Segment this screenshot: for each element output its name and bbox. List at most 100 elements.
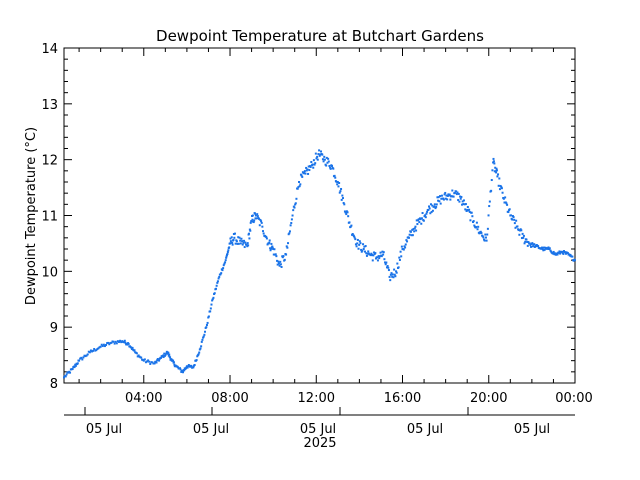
data-point (303, 172, 306, 175)
data-point (378, 255, 381, 258)
data-point (496, 175, 499, 178)
data-point (502, 197, 505, 200)
data-point (143, 358, 146, 361)
data-point (517, 229, 520, 232)
data-point (571, 255, 574, 258)
data-point (548, 247, 551, 250)
data-point (173, 363, 176, 366)
data-point (524, 240, 527, 243)
data-point (78, 359, 81, 362)
data-point (415, 219, 418, 222)
data-point (295, 197, 298, 200)
data-point (301, 175, 304, 178)
data-point (161, 354, 164, 357)
data-point (190, 365, 193, 368)
data-point (428, 205, 431, 208)
data-point (123, 341, 126, 344)
data-point (457, 199, 460, 202)
data-point (564, 251, 567, 254)
data-point (382, 253, 385, 256)
data-point (389, 279, 392, 282)
data-point (197, 353, 200, 356)
data-point (178, 367, 181, 370)
data-point (387, 266, 390, 269)
data-point (523, 242, 526, 245)
data-point (541, 248, 544, 250)
data-point (276, 259, 279, 262)
data-point (88, 351, 91, 354)
data-point (308, 169, 311, 172)
data-point (213, 292, 216, 295)
data-point (142, 359, 145, 362)
data-point (557, 251, 560, 254)
data-point (492, 161, 495, 164)
data-point (361, 249, 364, 252)
data-point (522, 234, 525, 237)
data-point (371, 259, 374, 262)
data-point (354, 243, 357, 246)
data-point (466, 208, 469, 211)
data-point (410, 234, 413, 237)
data-point (165, 352, 168, 355)
data-point (262, 230, 265, 233)
data-point (144, 361, 147, 364)
data-point (133, 349, 136, 352)
x-tick-label: 12:00 (298, 391, 335, 406)
data-point (271, 246, 274, 249)
data-point (153, 362, 156, 365)
data-point (76, 362, 79, 365)
data-point (550, 250, 553, 253)
data-point (226, 251, 229, 254)
data-point (439, 202, 442, 205)
data-point (366, 252, 369, 255)
date-label: 05 Jul (86, 422, 122, 437)
data-point (374, 257, 377, 260)
data-point (268, 239, 271, 242)
data-point (519, 228, 522, 231)
data-point (436, 196, 439, 199)
data-point (73, 366, 76, 369)
data-point (252, 221, 255, 224)
data-point (312, 159, 315, 162)
data-point (384, 263, 387, 266)
data-point (160, 356, 163, 359)
data-point (202, 336, 205, 339)
data-point (276, 263, 279, 266)
data-point (341, 194, 344, 197)
data-point (529, 244, 532, 247)
data-point (358, 240, 361, 243)
data-point (420, 217, 423, 220)
data-point (362, 243, 365, 246)
data-point (484, 236, 487, 239)
data-point (494, 170, 497, 173)
data-point (488, 205, 491, 208)
data-point (222, 264, 225, 267)
data-point (179, 368, 182, 371)
data-point (149, 362, 152, 365)
y-tick-label: 13 (41, 98, 58, 113)
data-point (210, 303, 213, 306)
data-point (514, 226, 517, 229)
data-point (81, 358, 84, 361)
data-point (440, 194, 443, 197)
data-point (459, 195, 462, 198)
data-point (393, 273, 396, 276)
y-tick-label: 12 (41, 154, 58, 169)
data-point (422, 219, 425, 222)
data-point (356, 242, 359, 245)
data-point (297, 186, 300, 189)
data-point (336, 181, 339, 183)
data-point (163, 354, 166, 357)
data-point (490, 179, 493, 182)
data-point (447, 193, 450, 196)
data-point (391, 273, 394, 276)
data-point (478, 232, 481, 235)
data-point (236, 242, 239, 245)
data-point (530, 245, 533, 248)
y-tick-label: 14 (41, 42, 58, 57)
data-point (148, 360, 151, 363)
data-point (279, 260, 282, 263)
data-point (327, 160, 330, 163)
data-point (336, 183, 339, 186)
